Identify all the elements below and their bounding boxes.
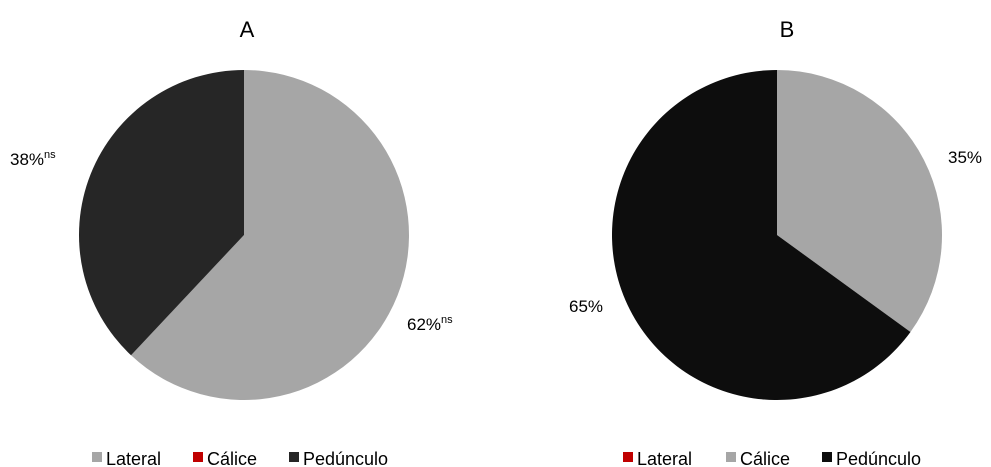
legend-a: Lateral Cálice Pedúnculo xyxy=(92,449,388,467)
pie-chart-a: A 38%ns 62%ns Lateral Cálice Pedúnculo xyxy=(10,17,453,467)
data-label-a-lateral: 62%ns xyxy=(407,314,453,334)
legend-label-b-pedunculo: Pedúnculo xyxy=(836,449,921,467)
chart-title-a: A xyxy=(240,17,255,42)
legend-label-a-lateral: Lateral xyxy=(106,449,161,467)
legend-swatch-b-calice xyxy=(726,452,736,462)
legend-label-b-lateral: Lateral xyxy=(637,449,692,467)
pie-b-slice-pedunculo xyxy=(611,70,911,400)
data-label-a-pedunculo: 38%ns xyxy=(10,149,56,169)
legend-swatch-a-pedunculo xyxy=(289,452,299,462)
pie-a-slice-lateral xyxy=(131,70,410,401)
legend-label-a-calice: Cálice xyxy=(207,449,257,467)
chart-title-b: B xyxy=(780,17,795,42)
legend-label-a-pedunculo: Pedúnculo xyxy=(303,449,388,467)
pie-chart-b: B 35% 65% Lateral Cálice Pedúnculo xyxy=(569,17,982,467)
pie-b-slices xyxy=(611,70,942,400)
legend-label-b-calice: Cálice xyxy=(740,449,790,467)
pie-a-slices xyxy=(79,70,410,401)
legend-swatch-b-pedunculo xyxy=(822,452,832,462)
legend-swatch-a-calice xyxy=(193,452,203,462)
data-label-b-calice: 35% xyxy=(948,148,982,167)
legend-swatch-a-lateral xyxy=(92,452,102,462)
data-label-b-pedunculo: 65% xyxy=(569,297,603,316)
legend-b: Lateral Cálice Pedúnculo xyxy=(623,449,921,467)
pie-b-slice-calice xyxy=(777,70,942,332)
pie-a-slice-pedunculo xyxy=(79,70,244,356)
legend-swatch-b-lateral xyxy=(623,452,633,462)
